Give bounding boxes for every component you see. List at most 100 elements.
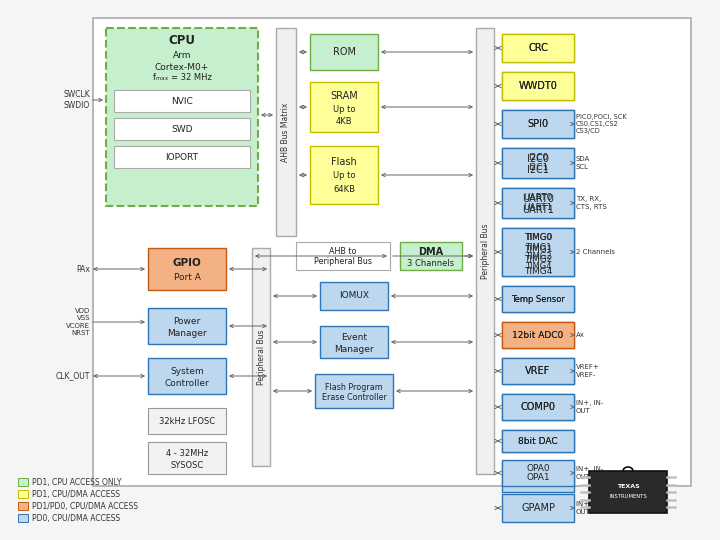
- Bar: [148, 408, 226, 434]
- Text: TEXAS: TEXAS: [616, 484, 639, 489]
- Text: Up to: Up to: [333, 172, 355, 180]
- Text: TIMG0: TIMG0: [525, 233, 552, 242]
- Bar: [310, 34, 378, 70]
- Bar: [296, 242, 390, 270]
- Text: Manager: Manager: [167, 328, 207, 338]
- Text: Temp Sensor: Temp Sensor: [511, 294, 565, 303]
- Text: COMP0: COMP0: [521, 402, 556, 412]
- Bar: [315, 374, 393, 408]
- Text: 64KB: 64KB: [333, 186, 355, 194]
- Text: UART1: UART1: [522, 205, 554, 215]
- Text: Cortex-M0+: Cortex-M0+: [155, 63, 209, 71]
- Text: Controller: Controller: [165, 379, 210, 388]
- Bar: [502, 322, 574, 348]
- Text: ROM: ROM: [333, 47, 356, 57]
- Text: Manager: Manager: [334, 345, 374, 354]
- Text: SDA
SCL: SDA SCL: [576, 156, 590, 170]
- Bar: [502, 34, 574, 62]
- Text: SRAM: SRAM: [330, 91, 358, 101]
- Bar: [148, 248, 226, 290]
- Text: OPA1: OPA1: [526, 473, 550, 482]
- Text: 8bit DAC: 8bit DAC: [518, 436, 558, 446]
- Bar: [114, 90, 250, 112]
- Text: TIMG4: TIMG4: [525, 262, 552, 271]
- Text: TX, RX,
CTS, RTS: TX, RX, CTS, RTS: [576, 196, 607, 210]
- Text: IOPORT: IOPORT: [166, 152, 199, 161]
- Bar: [502, 72, 574, 100]
- Text: 12bit ADC0: 12bit ADC0: [513, 330, 564, 340]
- Text: Up to: Up to: [333, 105, 355, 113]
- Text: WWDT0: WWDT0: [518, 81, 557, 91]
- Text: UART1: UART1: [523, 204, 553, 213]
- Text: Ax: Ax: [576, 332, 585, 338]
- Text: 12bit ADC0: 12bit ADC0: [513, 330, 564, 340]
- Text: 32kHz LFOSC: 32kHz LFOSC: [159, 416, 215, 426]
- Bar: [502, 72, 574, 100]
- Text: IN+, IN-
OUT: IN+, IN- OUT: [576, 501, 603, 515]
- Bar: [476, 28, 494, 474]
- Text: IN+, IN-
OUT: IN+, IN- OUT: [576, 400, 603, 414]
- Text: Erase Controller: Erase Controller: [322, 394, 387, 402]
- Text: AHB to: AHB to: [329, 246, 356, 255]
- Bar: [502, 462, 574, 492]
- Text: PD0, CPU/DMA ACCESS: PD0, CPU/DMA ACCESS: [32, 514, 120, 523]
- Bar: [502, 286, 574, 312]
- Bar: [502, 460, 574, 486]
- Bar: [148, 442, 226, 474]
- Bar: [252, 248, 270, 466]
- Bar: [114, 146, 250, 168]
- Bar: [502, 358, 574, 384]
- Text: PICO,POCI, SCK
CS0,CS1,CS2
CS3/CD: PICO,POCI, SCK CS0,CS1,CS2 CS3/CD: [576, 113, 626, 134]
- Bar: [502, 286, 574, 312]
- Bar: [502, 394, 574, 420]
- Text: VREF: VREF: [526, 366, 551, 376]
- Text: UART0: UART0: [522, 194, 554, 204]
- Bar: [502, 358, 574, 384]
- Text: Peripheral Bus: Peripheral Bus: [314, 258, 372, 267]
- Bar: [502, 430, 574, 452]
- Text: INSTRUMENTS: INSTRUMENTS: [609, 495, 647, 500]
- Text: VDD
VSS
VCORE
NRST: VDD VSS VCORE NRST: [66, 308, 90, 336]
- Text: I2C1: I2C1: [527, 165, 549, 175]
- Bar: [502, 148, 574, 178]
- Text: CRC: CRC: [528, 43, 548, 53]
- Text: CRC: CRC: [528, 43, 548, 53]
- Bar: [320, 326, 388, 358]
- Bar: [502, 228, 574, 276]
- Text: I2C0: I2C0: [528, 153, 548, 163]
- Bar: [18, 478, 28, 486]
- Text: 8bit DAC: 8bit DAC: [518, 436, 558, 446]
- Text: OPA0: OPA0: [526, 464, 550, 473]
- Bar: [320, 282, 388, 310]
- Text: Peripheral Bus: Peripheral Bus: [480, 223, 490, 279]
- Text: Flash: Flash: [331, 157, 357, 167]
- Text: NVIC: NVIC: [171, 97, 193, 105]
- Text: Port A: Port A: [174, 273, 200, 282]
- Bar: [502, 34, 574, 62]
- Text: IN+, IN-
OUT: IN+, IN- OUT: [576, 466, 603, 480]
- Text: GPAMP: GPAMP: [521, 503, 555, 513]
- Text: SWCLK
SWDIO: SWCLK SWDIO: [63, 90, 90, 110]
- Text: I2C1: I2C1: [528, 164, 548, 172]
- Text: TIMG0: TIMG0: [523, 233, 552, 242]
- Bar: [502, 110, 574, 138]
- Text: TIMG1: TIMG1: [523, 245, 552, 253]
- Bar: [148, 358, 226, 394]
- Text: VREF+
VREF-: VREF+ VREF-: [576, 364, 600, 378]
- Text: TIMG4: TIMG4: [524, 267, 552, 275]
- Text: 2 Channels: 2 Channels: [576, 249, 615, 255]
- Text: AHB Bus Matrix: AHB Bus Matrix: [282, 102, 290, 161]
- Text: TIMG2: TIMG2: [525, 252, 552, 261]
- Bar: [502, 394, 574, 420]
- Bar: [310, 146, 378, 204]
- Text: VREF: VREF: [526, 366, 551, 376]
- Bar: [400, 242, 462, 270]
- Bar: [18, 502, 28, 510]
- Text: Flash Program: Flash Program: [325, 382, 383, 392]
- Text: SWD: SWD: [171, 125, 193, 133]
- Text: TIMG2: TIMG2: [524, 255, 552, 265]
- Text: TIMG1: TIMG1: [525, 242, 552, 252]
- Bar: [502, 148, 574, 178]
- Text: fₘₐₓ = 32 MHz: fₘₐₓ = 32 MHz: [153, 73, 212, 83]
- Text: Arm: Arm: [173, 51, 192, 60]
